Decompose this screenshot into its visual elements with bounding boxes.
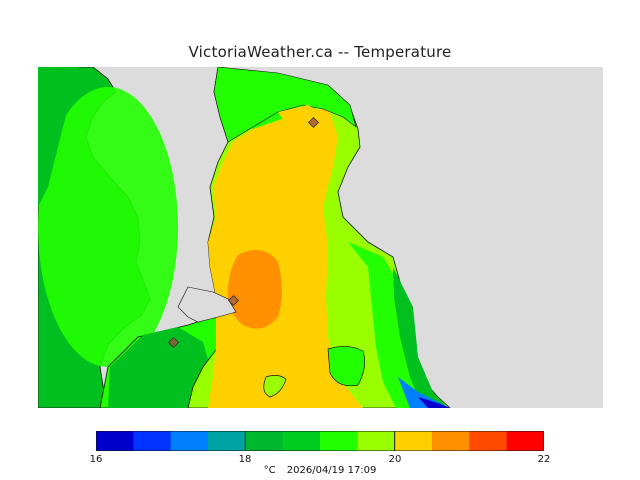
island-east [327, 346, 365, 387]
legend-tick-label: 16 [89, 454, 103, 465]
warm-core [227, 249, 282, 329]
west-cool-zone [38, 87, 178, 367]
legend-bin [469, 431, 508, 451]
inlet-water [177, 286, 237, 323]
legend-bin [320, 431, 358, 451]
station-markers [167, 116, 320, 349]
legend-bin [394, 431, 433, 451]
color-legend [96, 431, 544, 451]
footer: °C 2026/04/19 17:09 [0, 465, 640, 476]
west-landmass [38, 67, 178, 408]
east-cold-strip [398, 377, 450, 408]
legend-tick-label: 22 [537, 454, 551, 465]
station-marker[interactable] [307, 116, 320, 129]
legend-tick-label: 20 [388, 454, 402, 465]
north-tip [213, 67, 357, 143]
temperature-map [38, 67, 603, 408]
legend-bin [170, 431, 209, 451]
legend-bin [357, 431, 396, 451]
legend-bin [133, 431, 172, 451]
timestamp: 2026/04/19 17:09 [286, 465, 377, 476]
station-marker[interactable] [167, 336, 180, 349]
map-title: VictoriaWeather.ca -- Temperature [188, 43, 452, 61]
legend-tick-label: 18 [238, 454, 252, 465]
legend-bin [96, 431, 134, 451]
island-south [263, 375, 287, 398]
legend-bin [245, 431, 284, 451]
legend-bin [282, 431, 321, 451]
station-marker[interactable] [227, 294, 240, 307]
legend-bin [432, 431, 470, 451]
unit-label: °C [263, 465, 276, 476]
legend-bin [208, 431, 246, 451]
legend-bin [506, 431, 544, 451]
